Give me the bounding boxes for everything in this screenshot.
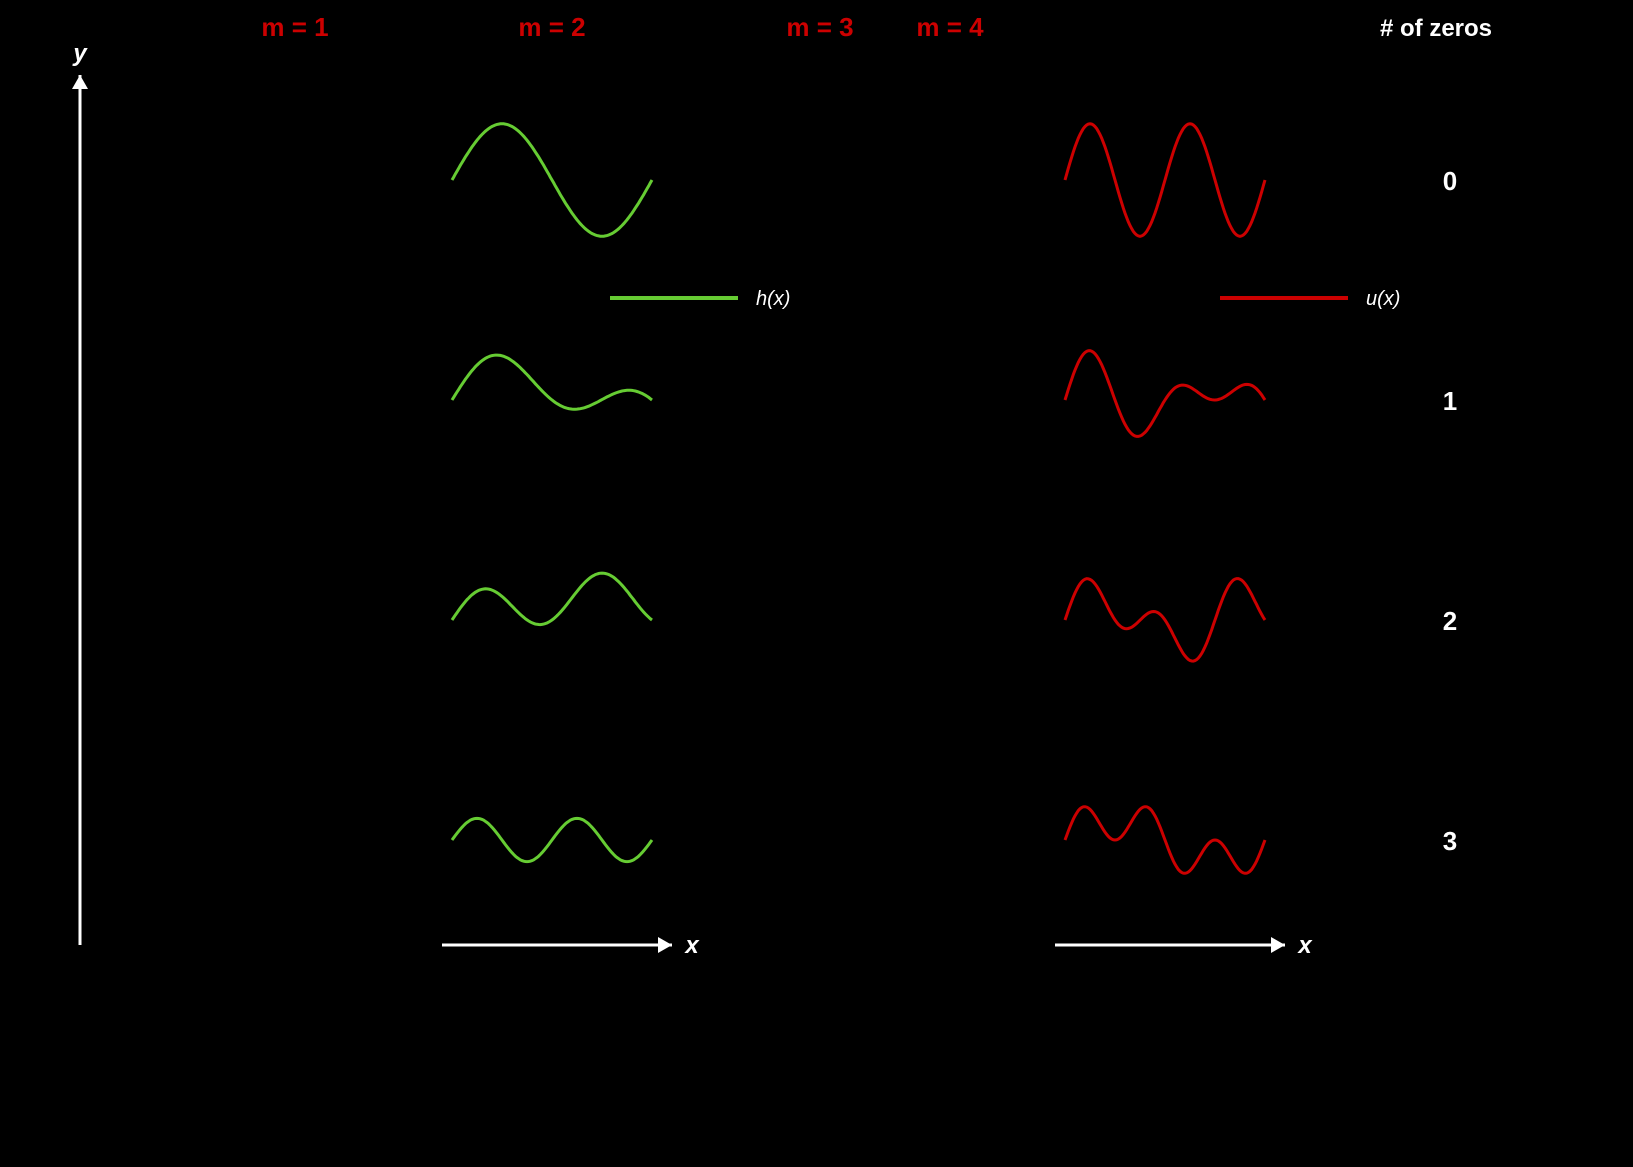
column-header-m4: m = 4: [916, 12, 984, 42]
zeros-column-header: # of zeros: [1380, 15, 1492, 42]
ux-plot-row-1: [1065, 351, 1265, 437]
zeros-count-row-3: 3: [1443, 826, 1457, 856]
legend-label-hx: h(x): [756, 288, 790, 310]
ux-plot-row-2: [1065, 579, 1265, 662]
ux-x-axis-label: x: [1296, 932, 1313, 959]
zeros-count-row-0: 0: [1443, 166, 1457, 196]
column-header-m1: m = 1: [261, 12, 328, 42]
ux-plot-row-3: [1065, 807, 1265, 874]
hx-x-axis-arrowhead: [658, 937, 672, 953]
zeros-count-row-2: 2: [1443, 606, 1457, 636]
column-header-m3: m = 3: [786, 12, 853, 42]
hx-x-axis-label: x: [683, 932, 700, 959]
hx-plot-row-1: [452, 355, 652, 409]
ux-plot-row-0: [1065, 124, 1265, 237]
hx-plot-row-2: [452, 573, 652, 625]
legend-label-ux: u(x): [1366, 288, 1400, 310]
zeros-count-row-1: 1: [1443, 386, 1457, 416]
column-header-m2: m = 2: [518, 12, 585, 42]
y-axis-label: y: [72, 40, 88, 67]
hx-plot-row-3: [452, 818, 652, 861]
y-axis-arrowhead: [72, 75, 88, 89]
hx-plot-row-0: [452, 124, 652, 237]
ux-x-axis-arrowhead: [1271, 937, 1285, 953]
